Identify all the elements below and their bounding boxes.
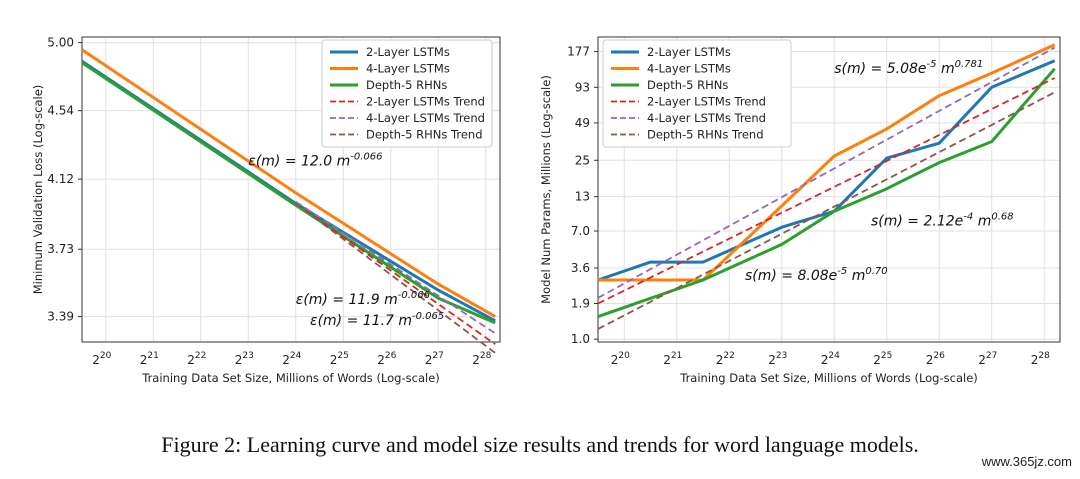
y-tick-label: 4.54: [47, 104, 74, 118]
series-line-depth-5-rhns: [81, 61, 496, 325]
series-line-2-layer-lstms-trend: [597, 77, 1056, 305]
legend-label: 4-Layer LSTMs Trend: [366, 111, 485, 125]
x-tick-label: 221: [140, 351, 159, 367]
series-line-4-layer-lstms-trend: [597, 46, 1056, 299]
y-tick-label: 25: [575, 153, 590, 167]
y-tick-label: 5.00: [47, 36, 74, 50]
legend-label: Depth-5 RHNs Trend: [647, 128, 764, 142]
y-axis-label: Minimum Validation Loss (Log-scale): [31, 85, 45, 295]
trend-equation: s(m) = 8.08e-5 m0.70: [745, 266, 888, 284]
series-line-2-layer-lstms-trend: [295, 202, 496, 345]
trend-equation: s(m) = 2.12e-4 m0.68: [871, 212, 1014, 230]
x-tick-label: 228: [472, 351, 491, 367]
y-tick-label: 49: [575, 116, 590, 130]
x-tick-label: 225: [330, 351, 349, 367]
watermark: www.365jz.com: [981, 454, 1072, 469]
legend-label: 4-Layer LSTMs: [647, 62, 731, 76]
x-tick-label: 226: [377, 351, 396, 367]
legend-label: 2-Layer LSTMs Trend: [647, 95, 766, 109]
x-tick-label: 228: [1031, 351, 1050, 367]
x-tick-label: 226: [926, 351, 945, 367]
params-chart: 220 221 222 223 224 225 226 227 228 1.0 1.9 3.6 7.0 1…: [539, 36, 1061, 385]
x-tick-label: 222: [187, 351, 206, 367]
series-line-depth-5-rhns-trend: [295, 202, 496, 354]
y-tick-label: 93: [575, 80, 590, 94]
x-tick-label: 221: [663, 351, 682, 367]
x-axis-label: Training Data Set Size, Millions of Word…: [141, 371, 440, 385]
legend-label: Depth-5 RHNs: [366, 78, 447, 92]
legend-label: Depth-5 RHNs Trend: [366, 128, 483, 142]
y-tick-label: 4.12: [47, 172, 74, 186]
y-tick-label: 1.9: [571, 296, 590, 310]
series-line-4-layer-lstms: [81, 48, 496, 318]
x-tick-label: 222: [716, 351, 735, 367]
x-tick-label: 220: [611, 351, 630, 367]
x-tick-label: 224: [821, 351, 840, 367]
x-tick-label: 220: [92, 351, 111, 367]
x-tick-label: 223: [235, 351, 254, 367]
y-tick-label: 3.39: [47, 310, 74, 324]
figure-caption: Figure 2: Learning curve and model size …: [161, 432, 919, 457]
y-tick-label: 1.0: [571, 332, 590, 346]
plot-frame: [81, 36, 501, 343]
legend-box: [602, 39, 792, 148]
trend-equation: ε(m) = 11.7 m-0.065: [310, 311, 444, 329]
legend-label: 2-Layer LSTMs: [647, 45, 731, 59]
plot-frame: [597, 36, 1061, 343]
x-tick-label: 224: [282, 351, 301, 367]
y-tick-label: 7.0: [571, 224, 590, 238]
y-tick-label: 3.73: [47, 242, 74, 256]
loss-chart: 220 221 222 223 224 225 226 227 228 3.39 3.73 4.12 4…: [31, 36, 501, 385]
series-line-4-layer-lstms-trend: [295, 200, 496, 335]
x-tick-label: 223: [768, 351, 787, 367]
x-tick-label: 225: [873, 351, 892, 367]
y-tick-label: 177: [567, 45, 590, 59]
x-tick-label: 227: [425, 351, 444, 367]
legend-box: [321, 39, 493, 148]
series-line-depth-5-rhns-trend: [597, 91, 1056, 330]
y-axis-label: Model Num Params, Millions (Log-scale): [539, 75, 553, 304]
y-tick-label: 3.6: [571, 261, 590, 275]
legend-label: Depth-5 RHNs: [647, 78, 728, 92]
legend-label: 2-Layer LSTMs: [366, 45, 450, 59]
y-tick-label: 13: [575, 190, 590, 204]
legend-label: 2-Layer LSTMs Trend: [366, 95, 485, 109]
x-tick-label: 227: [978, 351, 997, 367]
legend-label: 4-Layer LSTMs: [366, 62, 450, 76]
x-axis-label: Training Data Set Size, Millions of Word…: [679, 371, 978, 385]
series-line-depth-5-rhns: [597, 67, 1056, 319]
legend-label: 4-Layer LSTMs Trend: [647, 111, 766, 125]
trend-equation: ε(m) = 12.0 m-0.066: [248, 152, 382, 170]
trend-equation: ε(m) = 11.9 m-0.066: [296, 290, 430, 308]
trend-equation: s(m) = 5.08e-5 m0.781: [834, 59, 983, 77]
